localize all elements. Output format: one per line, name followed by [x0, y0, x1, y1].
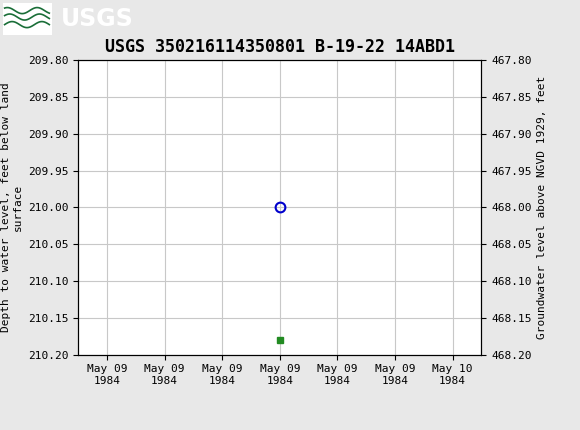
FancyBboxPatch shape	[3, 3, 52, 35]
Legend: Period of approved data: Period of approved data	[182, 427, 378, 430]
Title: USGS 350216114350801 B-19-22 14ABD1: USGS 350216114350801 B-19-22 14ABD1	[105, 38, 455, 56]
Y-axis label: Depth to water level, feet below land
surface: Depth to water level, feet below land su…	[1, 83, 23, 332]
Y-axis label: Groundwater level above NGVD 1929, feet: Groundwater level above NGVD 1929, feet	[537, 76, 547, 339]
Text: USGS: USGS	[61, 7, 133, 31]
